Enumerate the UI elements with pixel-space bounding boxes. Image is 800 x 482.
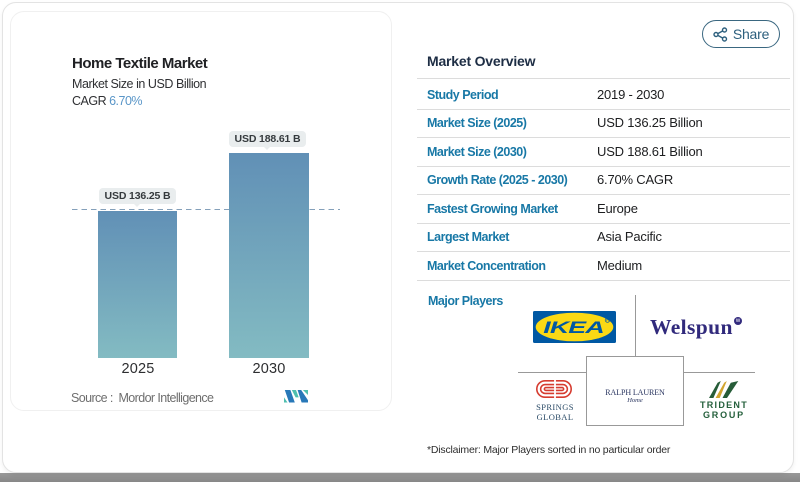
svg-text:IKEA: IKEA [543, 318, 604, 337]
svg-text:R: R [606, 318, 609, 323]
